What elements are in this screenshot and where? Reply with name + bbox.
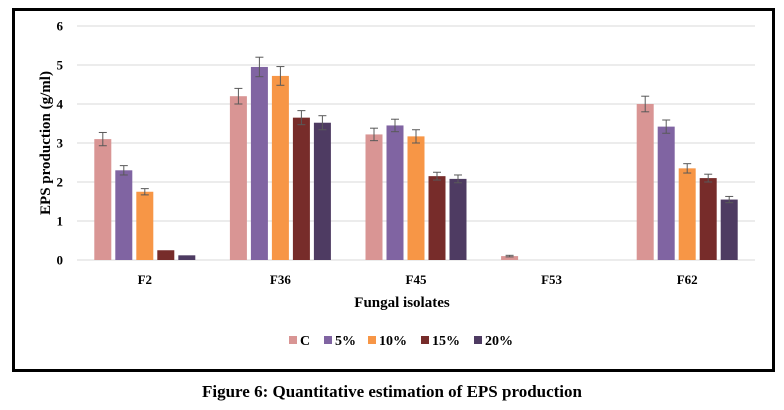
error-bar bbox=[454, 174, 462, 184]
error-bar bbox=[370, 127, 378, 142]
bar-F2-20% bbox=[178, 255, 196, 260]
y-axis-ticks: 0 1 2 3 4 5 6 bbox=[57, 19, 64, 268]
bar-F36-10% bbox=[271, 75, 289, 260]
legend: C 5% 10% 15% 20% bbox=[289, 334, 513, 349]
x-axis-title: Fungal isolates bbox=[354, 295, 450, 311]
legend-label: 15% bbox=[432, 334, 460, 349]
bar-F45-C bbox=[365, 134, 383, 260]
x-axis-ticks: F2 F36 F45 F53 F62 bbox=[138, 272, 698, 287]
bar-F62-10% bbox=[678, 168, 696, 260]
legend-item-15%: 15% bbox=[421, 334, 460, 349]
x-tick-label: F45 bbox=[406, 272, 427, 287]
error-bar bbox=[662, 119, 671, 134]
legend-swatch bbox=[368, 336, 376, 344]
x-tick-label: F36 bbox=[270, 272, 291, 287]
legend-swatch bbox=[421, 336, 429, 344]
bar-F45-5% bbox=[386, 125, 404, 260]
legend-item-C: C bbox=[289, 334, 310, 349]
y-tick-label: 1 bbox=[57, 214, 64, 229]
bar-F62-5% bbox=[657, 126, 675, 261]
error-bar bbox=[98, 131, 107, 147]
bar-F36-15% bbox=[292, 117, 310, 261]
y-tick-label: 4 bbox=[57, 97, 64, 112]
figure-caption: Figure 6: Quantitative estimation of EPS… bbox=[202, 382, 582, 401]
legend-swatch bbox=[324, 336, 332, 344]
error-bar bbox=[234, 87, 243, 105]
error-bar bbox=[433, 171, 441, 181]
bar-F62-20% bbox=[720, 199, 738, 260]
legend-label: 5% bbox=[335, 334, 356, 349]
bar-F36-5% bbox=[250, 66, 268, 260]
legend-item-10%: 10% bbox=[368, 334, 407, 349]
bar-F45-20% bbox=[449, 178, 467, 260]
error-bar bbox=[140, 188, 149, 196]
bar-F45-15% bbox=[428, 176, 446, 260]
error-bar bbox=[255, 56, 264, 78]
error-bar bbox=[505, 254, 514, 258]
x-tick-label: F62 bbox=[677, 272, 698, 287]
legend-label: 10% bbox=[379, 334, 407, 349]
x-tick-label: F53 bbox=[541, 272, 562, 287]
legend-swatch bbox=[289, 336, 297, 344]
error-bar bbox=[412, 129, 420, 144]
error-bar bbox=[725, 195, 734, 204]
figure-frame bbox=[12, 8, 775, 372]
error-bar bbox=[297, 110, 306, 126]
legend-label: 20% bbox=[485, 334, 513, 349]
bar-F53-C bbox=[501, 256, 519, 260]
error-bar bbox=[276, 66, 285, 86]
bar-F36-C bbox=[229, 96, 247, 260]
bar-F62-15% bbox=[699, 178, 717, 260]
legend-item-20%: 20% bbox=[474, 334, 513, 349]
legend-swatch bbox=[474, 336, 482, 344]
legend-item-5%: 5% bbox=[324, 334, 356, 349]
error-bar bbox=[683, 163, 692, 174]
error-bar bbox=[119, 165, 128, 176]
bar-F2-C bbox=[94, 139, 112, 260]
error-bar bbox=[641, 95, 650, 113]
bar-F45-10% bbox=[407, 136, 425, 260]
error-bar bbox=[391, 118, 399, 133]
legend-label: C bbox=[300, 334, 310, 349]
bar-F62-C bbox=[636, 104, 654, 260]
bar-F2-15% bbox=[157, 250, 175, 260]
x-tick-label: F2 bbox=[138, 272, 152, 287]
y-axis-title: EPS production (g/ml) bbox=[38, 71, 54, 215]
y-tick-label: 3 bbox=[57, 136, 64, 151]
y-tick-label: 0 bbox=[57, 253, 64, 268]
bars bbox=[94, 66, 738, 261]
bar-F2-10% bbox=[136, 191, 154, 260]
y-tick-label: 2 bbox=[57, 175, 64, 190]
y-tick-label: 6 bbox=[57, 19, 64, 34]
error-bar bbox=[704, 173, 713, 183]
bar-F36-20% bbox=[313, 122, 331, 260]
y-tick-label: 5 bbox=[57, 58, 64, 73]
bar-F2-5% bbox=[115, 170, 133, 260]
error-bars bbox=[98, 56, 734, 258]
error-bar bbox=[318, 115, 327, 131]
